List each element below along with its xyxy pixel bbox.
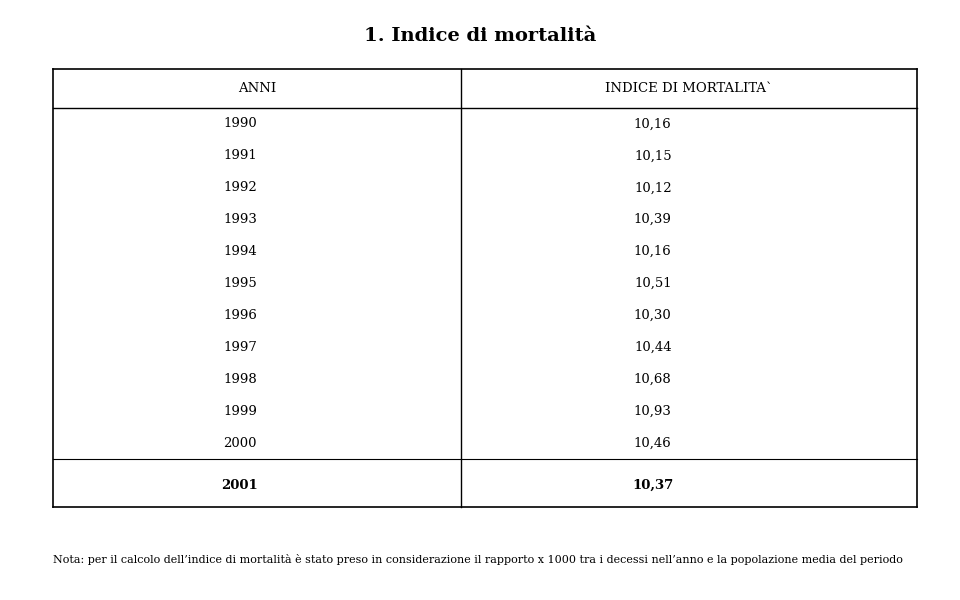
Text: 1992: 1992 bbox=[223, 181, 257, 194]
Text: 2000: 2000 bbox=[224, 437, 256, 449]
Text: 1990: 1990 bbox=[223, 118, 257, 130]
Text: 10,12: 10,12 bbox=[634, 181, 672, 194]
Text: 10,30: 10,30 bbox=[634, 309, 672, 322]
Text: ANNI: ANNI bbox=[238, 82, 276, 95]
Text: 1999: 1999 bbox=[223, 405, 257, 418]
Text: INDICE DI MORTALITA`: INDICE DI MORTALITA` bbox=[605, 82, 773, 95]
Text: 10,46: 10,46 bbox=[634, 437, 672, 449]
Text: 1998: 1998 bbox=[223, 373, 257, 386]
Text: 10,16: 10,16 bbox=[634, 118, 672, 130]
Text: 1997: 1997 bbox=[223, 341, 257, 354]
Text: 1993: 1993 bbox=[223, 213, 257, 226]
Text: 10,93: 10,93 bbox=[634, 405, 672, 418]
Text: 1. Indice di mortalità: 1. Indice di mortalità bbox=[364, 27, 596, 45]
Text: 1995: 1995 bbox=[223, 277, 257, 290]
Text: 10,51: 10,51 bbox=[634, 277, 672, 290]
Text: 10,15: 10,15 bbox=[634, 149, 672, 163]
Text: 10,37: 10,37 bbox=[633, 479, 673, 492]
Text: 2001: 2001 bbox=[222, 479, 258, 492]
Text: 1996: 1996 bbox=[223, 309, 257, 322]
Text: 1994: 1994 bbox=[223, 245, 257, 258]
Text: Nota: per il calcolo dell’indice di mortalità è stato preso in considerazione il: Nota: per il calcolo dell’indice di mort… bbox=[53, 554, 902, 565]
Text: 10,44: 10,44 bbox=[634, 341, 672, 354]
Text: 1991: 1991 bbox=[223, 149, 257, 163]
Text: 10,68: 10,68 bbox=[634, 373, 672, 386]
Text: 10,16: 10,16 bbox=[634, 245, 672, 258]
Text: 10,39: 10,39 bbox=[634, 213, 672, 226]
